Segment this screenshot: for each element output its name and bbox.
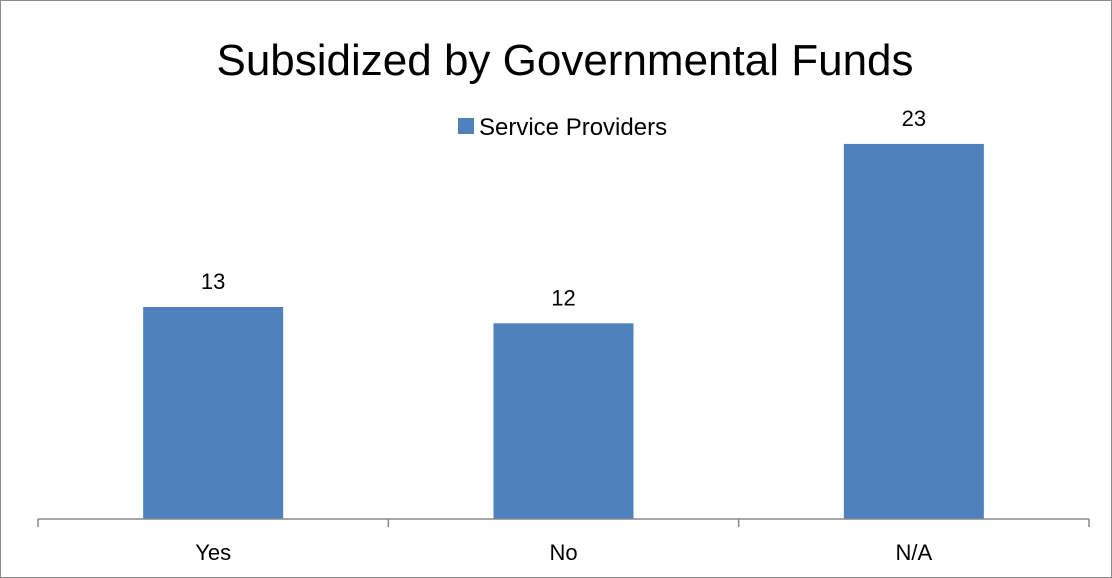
legend: Service Providers [458, 114, 667, 141]
x-tick-label: Yes [195, 540, 231, 565]
x-axis [37, 518, 1090, 527]
legend-label: Service Providers [479, 114, 667, 141]
bar-no [493, 323, 634, 519]
chart-title: Subsidized by Governmental Funds [216, 36, 913, 85]
data-labels-group: 13 12 23 [201, 106, 926, 310]
bar-n-a [843, 143, 984, 519]
legend-swatch [458, 118, 474, 134]
x-tick-label: No [549, 540, 577, 565]
data-label: 23 [902, 106, 926, 131]
x-tick-labels: Yes No N/A [195, 540, 932, 565]
bar-yes [143, 307, 284, 519]
data-label: 12 [551, 285, 575, 310]
bars-group [143, 143, 984, 519]
x-tick-label: N/A [895, 540, 932, 565]
data-label: 13 [201, 269, 225, 294]
